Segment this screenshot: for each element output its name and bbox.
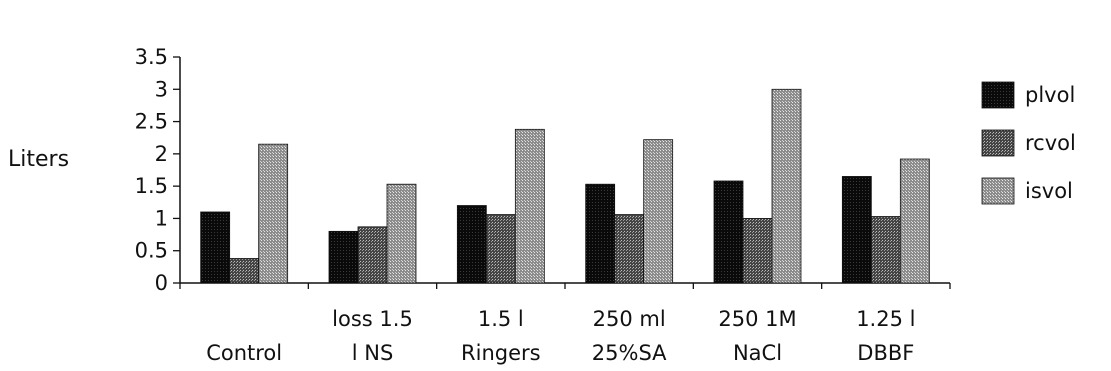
- x-tick-label: 1.5 l: [478, 307, 524, 331]
- x-tick-label: 250 1M: [718, 307, 796, 331]
- legend-label-plvol: plvol: [1025, 83, 1075, 107]
- x-tick-label: loss 1.5: [332, 307, 413, 331]
- bar-rcvol: [485, 214, 516, 284]
- y-tick-label: 3: [155, 77, 168, 101]
- x-tick-label: 250 ml: [593, 307, 666, 331]
- bar-rcvol: [229, 258, 260, 284]
- bar-isvol: [899, 158, 930, 284]
- bar-plvol: [841, 176, 872, 284]
- chart-legend: plvol rcvol isvol: [981, 81, 1076, 205]
- y-tick-label: 2: [155, 142, 168, 166]
- bar-isvol: [643, 139, 674, 284]
- legend-swatch-isvol: [981, 177, 1015, 205]
- legend-label-rcvol: rcvol: [1025, 131, 1076, 155]
- bar-rcvol: [870, 216, 901, 284]
- x-tick-labels: Control loss 1.5 l NS 1.5 l Ringers 250 ml 25%…: [206, 307, 915, 365]
- y-axis-label: Liters: [8, 147, 69, 172]
- x-tick-label: Control: [206, 341, 282, 365]
- x-tick-label: 1.25 l: [856, 307, 915, 331]
- bar-isvol: [386, 183, 417, 284]
- legend-label-isvol: isvol: [1025, 179, 1073, 203]
- y-tick-label: 3.5: [135, 45, 168, 69]
- x-tick-label: DBBF: [857, 341, 914, 365]
- bar-rcvol: [357, 226, 388, 284]
- y-tick-label: 0.5: [135, 239, 168, 263]
- bar-rcvol: [614, 214, 645, 284]
- bar-plvol: [585, 183, 616, 284]
- x-tick-label: 25%SA: [592, 341, 667, 365]
- y-tick-label: 1.5: [135, 174, 168, 198]
- x-tick-label: Ringers: [461, 341, 541, 365]
- x-tick-label: l NS: [352, 341, 394, 365]
- bar-isvol: [771, 88, 802, 284]
- legend-swatch-rcvol: [981, 129, 1015, 157]
- bar-isvol: [258, 143, 289, 284]
- y-tick-label: 1: [155, 206, 168, 230]
- x-tick-label: NaCl: [733, 341, 782, 365]
- bar-plvol: [456, 205, 487, 284]
- bar-plvol: [713, 180, 744, 284]
- chart-axes: [173, 56, 951, 289]
- bar-plvol: [200, 211, 231, 284]
- bar-plvol: [328, 230, 359, 284]
- y-tick-label: 2.5: [135, 110, 168, 134]
- bar-isvol: [514, 128, 545, 284]
- chart-bars: [200, 88, 930, 284]
- y-tick-labels: 0 0.5 1 1.5 2 2.5 3 3.5: [135, 45, 168, 295]
- legend-swatch-plvol: [981, 81, 1015, 109]
- bar-rcvol: [742, 218, 773, 284]
- y-tick-label: 0: [155, 271, 168, 295]
